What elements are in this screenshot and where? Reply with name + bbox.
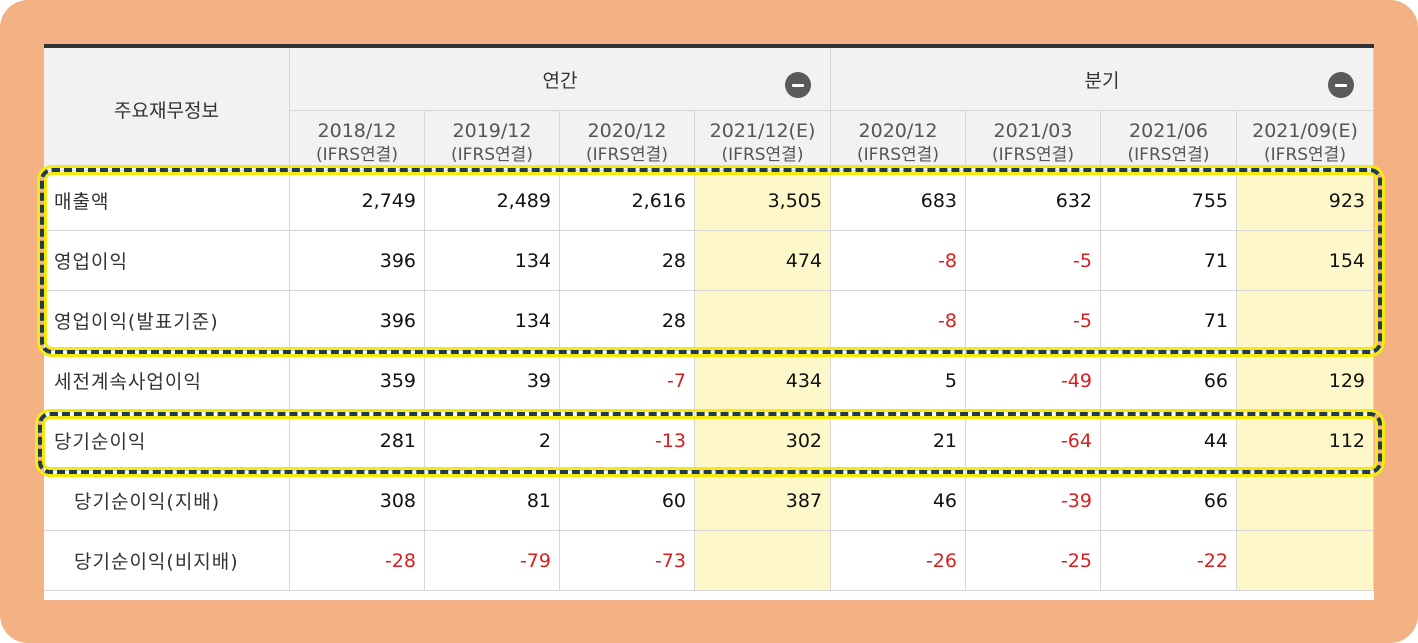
table-cell: 129 <box>1237 351 1374 411</box>
table-cell: 923 <box>1237 171 1374 231</box>
column-basis: (IFRS연결) <box>316 145 398 165</box>
column-period: 2020/12 <box>858 120 938 142</box>
column-header: 2021/12(E) (IFRS연결) <box>695 111 831 171</box>
table-cell: 44 <box>1101 411 1237 471</box>
table-cell: 2,489 <box>425 171 560 231</box>
table-cell: 632 <box>966 171 1101 231</box>
table-cell: -49 <box>966 351 1101 411</box>
column-basis: (IFRS연결) <box>451 145 533 165</box>
column-basis: (IFRS연결) <box>1127 145 1210 165</box>
group-header-annual: 연간 <box>290 48 831 111</box>
table-cell: -13 <box>560 411 695 471</box>
table-cell: -64 <box>966 411 1101 471</box>
table-cell: 387 <box>695 471 831 531</box>
column-period: 2021/06 <box>1129 120 1208 142</box>
table-cell: -26 <box>831 531 966 591</box>
table-cell: 28 <box>560 291 695 351</box>
table-cell: 81 <box>425 471 560 531</box>
column-period: 2021/09(E) <box>1252 120 1358 142</box>
table-cell: -7 <box>560 351 695 411</box>
column-basis: (IFRS연결) <box>857 145 939 165</box>
table-cell: 46 <box>831 471 966 531</box>
table-cell: 5 <box>831 351 966 411</box>
collapse-minus-icon[interactable] <box>1328 72 1354 98</box>
table-cell: 2 <box>425 411 560 471</box>
table-cell: 3,505 <box>695 171 831 231</box>
table-cell: -25 <box>966 531 1101 591</box>
table-cell: -8 <box>831 231 966 291</box>
table-cell: -28 <box>290 531 425 591</box>
column-period: 2019/12 <box>452 120 532 142</box>
column-header: 2021/03 (IFRS연결) <box>966 111 1101 171</box>
row-label: 당기순이익(비지배) <box>44 531 290 591</box>
column-period: 2021/03 <box>993 120 1073 142</box>
table-cell: -5 <box>966 231 1101 291</box>
column-header: 2020/12 (IFRS연결) <box>831 111 966 171</box>
table-cell: 60 <box>560 471 695 531</box>
table-cell: 474 <box>695 231 831 291</box>
table-cell: 359 <box>290 351 425 411</box>
collapse-minus-icon[interactable] <box>785 72 811 98</box>
table-cell: 683 <box>831 171 966 231</box>
table-cell: 281 <box>290 411 425 471</box>
financial-summary-table: 주요재무정보 연간 분기 2018/12 (IFRS연결) 2019/12 (IFRS연결)… <box>44 44 1374 600</box>
column-header: 2018/12 (IFRS연결) <box>290 111 425 171</box>
column-basis: (IFRS연결) <box>586 145 668 165</box>
table-cell: -5 <box>966 291 1101 351</box>
header-corner-label: 주요재무정보 <box>44 48 290 171</box>
table-cell: 396 <box>290 231 425 291</box>
table-cell <box>695 291 831 351</box>
column-basis: (IFRS연결) <box>721 145 804 165</box>
row-label: 매출액 <box>44 171 290 231</box>
table-cell: -73 <box>560 531 695 591</box>
column-basis: (IFRS연결) <box>992 145 1074 165</box>
table-cell: 28 <box>560 231 695 291</box>
table-cell: -22 <box>1101 531 1237 591</box>
row-label: 영업이익 <box>44 231 290 291</box>
table-cell: 308 <box>290 471 425 531</box>
column-basis: (IFRS연결) <box>1264 145 1346 165</box>
table-cell: 66 <box>1101 471 1237 531</box>
table-cell: 66 <box>1101 351 1237 411</box>
table-cell: 434 <box>695 351 831 411</box>
table-cell <box>1237 291 1374 351</box>
table-top-border <box>44 44 1374 48</box>
table-cell: 154 <box>1237 231 1374 291</box>
table-cell: -79 <box>425 531 560 591</box>
column-header: 2019/12 (IFRS연결) <box>425 111 560 171</box>
table-cell: 2,749 <box>290 171 425 231</box>
table-cell: 39 <box>425 351 560 411</box>
group-header-label: 분기 <box>1084 70 1120 92</box>
group-header-label: 연간 <box>542 70 578 92</box>
table-cell: 396 <box>290 291 425 351</box>
row-label: 영업이익(발표기준) <box>44 291 290 351</box>
table-cell: 71 <box>1101 291 1237 351</box>
table-cell: 755 <box>1101 171 1237 231</box>
table-cell: 112 <box>1237 411 1374 471</box>
table-cell: 21 <box>831 411 966 471</box>
table-cell <box>1237 471 1374 531</box>
table-cell: 71 <box>1101 231 1237 291</box>
table-cell: -39 <box>966 471 1101 531</box>
table-cell: 134 <box>425 231 560 291</box>
column-header: 2021/06 (IFRS연결) <box>1101 111 1237 171</box>
column-period: 2020/12 <box>587 120 667 142</box>
table-cell <box>695 531 831 591</box>
table-cell: -8 <box>831 291 966 351</box>
row-label: 세전계속사업이익 <box>44 351 290 411</box>
table-cell: 2,616 <box>560 171 695 231</box>
table-cell <box>1237 531 1374 591</box>
table-cell: 302 <box>695 411 831 471</box>
column-header: 2021/09(E) (IFRS연결) <box>1237 111 1374 171</box>
row-label: 당기순이익(지배) <box>44 471 290 531</box>
row-label: 당기순이익 <box>44 411 290 471</box>
group-header-quarterly: 분기 <box>831 48 1374 111</box>
column-header: 2020/12 (IFRS연결) <box>560 111 695 171</box>
column-period: 2018/12 <box>317 120 397 142</box>
column-period: 2021/12(E) <box>709 120 816 142</box>
table-cell: 134 <box>425 291 560 351</box>
